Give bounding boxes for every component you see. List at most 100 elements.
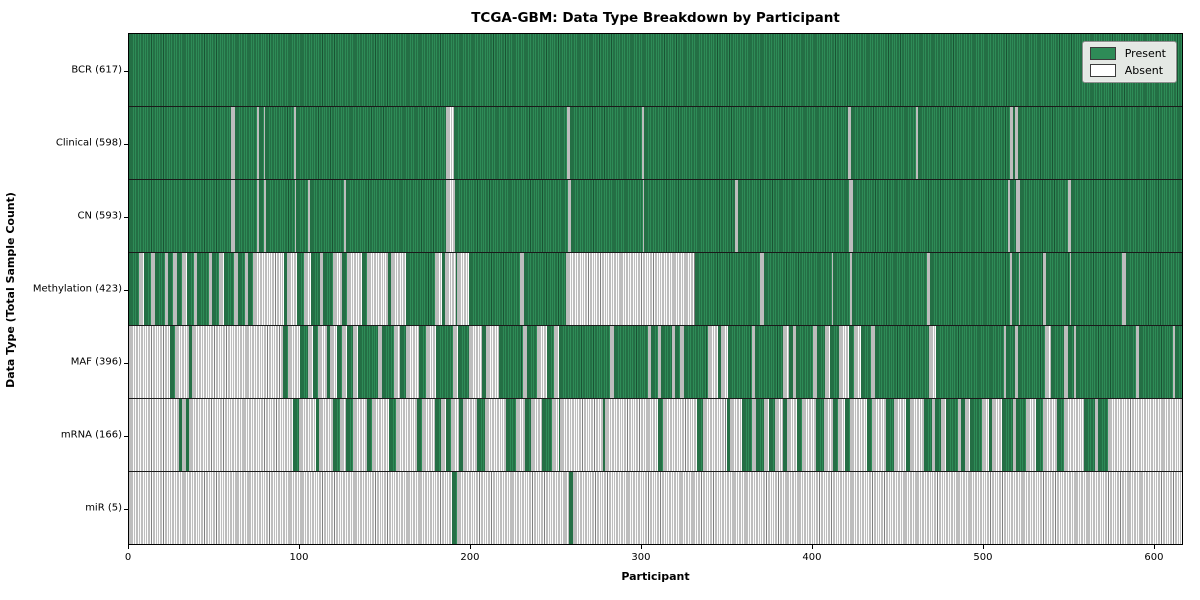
present-run (852, 253, 927, 325)
x-tick-mark (298, 545, 300, 549)
present-run (347, 326, 353, 398)
present-run (755, 399, 765, 471)
present-run (1018, 326, 1046, 398)
present-run (523, 253, 567, 325)
present-run (296, 180, 309, 252)
absent-run (263, 180, 266, 252)
absent-run (551, 399, 559, 471)
absent-run (219, 253, 225, 325)
present-run (644, 180, 735, 252)
present-run (833, 253, 851, 325)
absent-run (838, 326, 850, 398)
absent-run (849, 180, 853, 252)
x-tick-mark (1153, 545, 1155, 549)
absent-run (1063, 399, 1085, 471)
y-tick-label-CN: CN (593) (77, 210, 122, 222)
absent-run (346, 253, 363, 325)
present-run (741, 399, 753, 471)
present-run (419, 326, 426, 398)
present-run (1006, 326, 1015, 398)
present-run (442, 253, 446, 325)
y-tick-label-mRNA: mRNA (166) (60, 429, 122, 441)
present-run (185, 399, 189, 471)
absent-run (263, 107, 266, 179)
present-run (1036, 399, 1044, 471)
present-run (357, 326, 379, 398)
absent-run (721, 326, 729, 398)
present-run (435, 399, 441, 471)
absent-run (1009, 107, 1014, 179)
present-run (524, 399, 532, 471)
absent-run (129, 472, 452, 544)
present-swatch (1089, 47, 1116, 60)
absent-run (825, 326, 831, 398)
present-run (961, 399, 965, 471)
present-run (988, 399, 992, 471)
absent-run (642, 180, 645, 252)
present-run (1019, 180, 1068, 252)
present-run (297, 253, 305, 325)
absent-run (1015, 107, 1019, 179)
present-run (1018, 107, 1182, 179)
absent-run (909, 399, 924, 471)
absent-run (304, 253, 312, 325)
absent-run (175, 326, 189, 398)
present-run (248, 253, 254, 325)
x-tick-label-100: 100 (289, 552, 309, 563)
present-run (345, 180, 447, 252)
presence-matrix (129, 34, 1183, 544)
absent-run (164, 253, 169, 325)
present-run (832, 399, 838, 471)
present-run (258, 180, 264, 252)
absent-run (831, 253, 834, 325)
absent-run (850, 253, 852, 325)
absent-run (1045, 326, 1051, 398)
absent-run (1014, 326, 1019, 398)
present-run (237, 253, 245, 325)
absent-run (610, 326, 614, 398)
present-run (547, 326, 554, 398)
present-run (885, 399, 895, 471)
absent-run (453, 326, 459, 398)
absent-run (764, 399, 770, 471)
absent-run (485, 326, 500, 398)
present-run (387, 253, 391, 325)
present-run (658, 399, 664, 471)
present-run (695, 253, 761, 325)
present-run (1057, 399, 1064, 471)
absent-run (139, 253, 145, 325)
absent-run (129, 399, 179, 471)
absent-run (641, 107, 644, 179)
absent-run (333, 253, 342, 325)
x-tick-label-600: 600 (1144, 552, 1164, 563)
present-run (1139, 326, 1174, 398)
absent-run (932, 399, 936, 471)
absent-run (1067, 180, 1072, 252)
absent-run (605, 399, 659, 471)
absent-run (707, 326, 718, 398)
present-run (789, 326, 793, 398)
present-run (861, 326, 872, 398)
absent-run (663, 399, 698, 471)
row-mRNA (129, 399, 1182, 472)
absent-run (929, 326, 937, 398)
legend-item-absent: Absent (1089, 64, 1166, 77)
absent-run (192, 326, 283, 398)
absent-run (1004, 326, 1007, 398)
absent-run (572, 472, 1182, 544)
absent-run (647, 326, 652, 398)
present-run (293, 399, 299, 471)
present-run (186, 253, 194, 325)
y-tick-label-Methylation: Methylation (423) (32, 283, 122, 295)
present-run (1050, 326, 1065, 398)
absent-run (680, 326, 684, 398)
plot-area: Present Absent (124, 33, 1183, 545)
absent-run (702, 399, 727, 471)
absent-run (405, 326, 420, 398)
absent-run (751, 326, 756, 398)
absent-run (426, 326, 437, 398)
present-run (299, 326, 309, 398)
absent-run (1064, 326, 1068, 398)
absent-run (871, 326, 875, 398)
present-run (197, 253, 209, 325)
